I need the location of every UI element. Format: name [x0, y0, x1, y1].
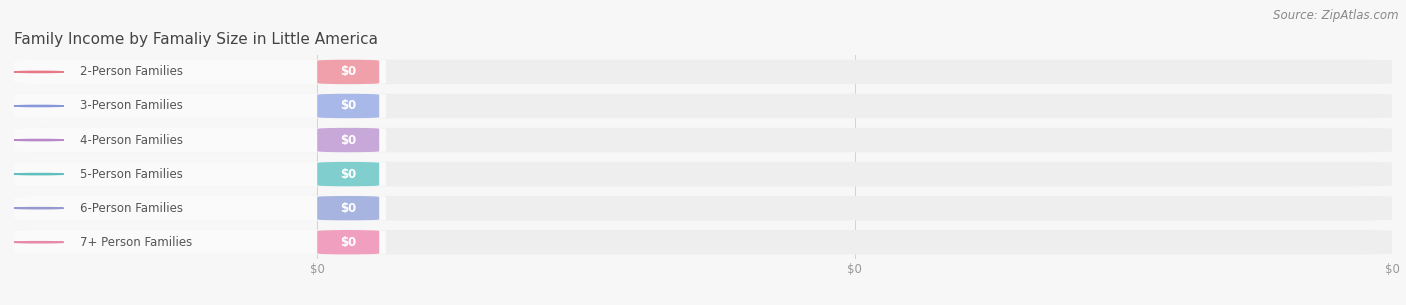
FancyBboxPatch shape	[318, 128, 380, 152]
FancyBboxPatch shape	[14, 60, 387, 84]
FancyBboxPatch shape	[14, 230, 1392, 254]
FancyBboxPatch shape	[14, 162, 387, 186]
FancyBboxPatch shape	[14, 94, 387, 118]
Text: 4-Person Families: 4-Person Families	[80, 134, 183, 146]
FancyBboxPatch shape	[318, 94, 380, 118]
Text: $0: $0	[340, 236, 356, 249]
FancyBboxPatch shape	[318, 60, 380, 84]
Text: Family Income by Famaliy Size in Little America: Family Income by Famaliy Size in Little …	[14, 32, 378, 47]
Circle shape	[14, 242, 63, 243]
Circle shape	[14, 139, 63, 141]
Text: $0: $0	[340, 66, 356, 78]
Text: 6-Person Families: 6-Person Families	[80, 202, 183, 215]
FancyBboxPatch shape	[318, 230, 380, 254]
FancyBboxPatch shape	[14, 60, 1392, 84]
FancyBboxPatch shape	[14, 128, 387, 152]
Text: 2-Person Families: 2-Person Families	[80, 66, 183, 78]
Text: Source: ZipAtlas.com: Source: ZipAtlas.com	[1274, 9, 1399, 22]
Text: 3-Person Families: 3-Person Families	[80, 99, 183, 113]
FancyBboxPatch shape	[14, 196, 387, 221]
Text: $0: $0	[340, 134, 356, 146]
FancyBboxPatch shape	[14, 162, 1392, 186]
Circle shape	[14, 174, 63, 175]
Text: $0: $0	[340, 99, 356, 113]
FancyBboxPatch shape	[14, 230, 387, 254]
FancyBboxPatch shape	[14, 196, 1392, 221]
Text: 5-Person Families: 5-Person Families	[80, 168, 183, 181]
Text: $0: $0	[340, 202, 356, 215]
FancyBboxPatch shape	[14, 94, 1392, 118]
FancyBboxPatch shape	[318, 196, 380, 221]
Circle shape	[14, 105, 63, 107]
Text: $0: $0	[340, 168, 356, 181]
Circle shape	[14, 207, 63, 209]
FancyBboxPatch shape	[318, 162, 380, 186]
FancyBboxPatch shape	[14, 128, 1392, 152]
Circle shape	[14, 71, 63, 73]
Text: 7+ Person Families: 7+ Person Families	[80, 236, 193, 249]
